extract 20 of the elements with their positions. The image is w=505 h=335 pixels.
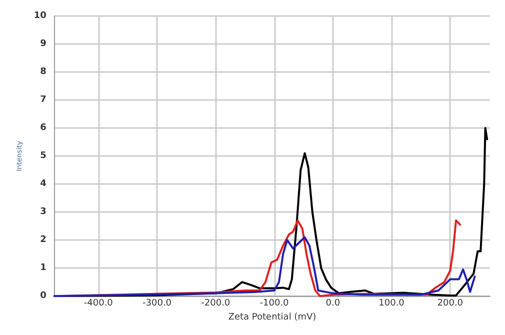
y-tick-label: 5 [40, 151, 46, 162]
x-tick-label: -100.0 [260, 298, 290, 309]
y-tick-label: 6 [40, 123, 46, 134]
y-tick-label: 0 [40, 291, 46, 302]
y-tick-label: 9 [40, 39, 46, 50]
x-tick-label: -400.0 [84, 298, 114, 309]
x-tick-label: -200.0 [201, 298, 230, 309]
y-tick-label: 2 [40, 235, 46, 246]
y-tick-label: 7 [40, 95, 46, 106]
y-tick-label: 10 [34, 11, 46, 21]
x-tick-label: 100.0 [378, 298, 405, 309]
x-tick-label: 200.0 [437, 298, 464, 309]
y-tick-label: 3 [40, 207, 46, 218]
y-tick-label: 1 [40, 263, 46, 274]
x-axis-title: Zeta Potential (mV) [228, 312, 316, 322]
y-tick-label: 4 [40, 179, 46, 190]
x-tick-label: -300.0 [142, 298, 172, 309]
y-tick-label: 8 [40, 67, 46, 78]
line-series [53, 236, 476, 298]
x-tick-label: 0.0 [326, 298, 340, 309]
